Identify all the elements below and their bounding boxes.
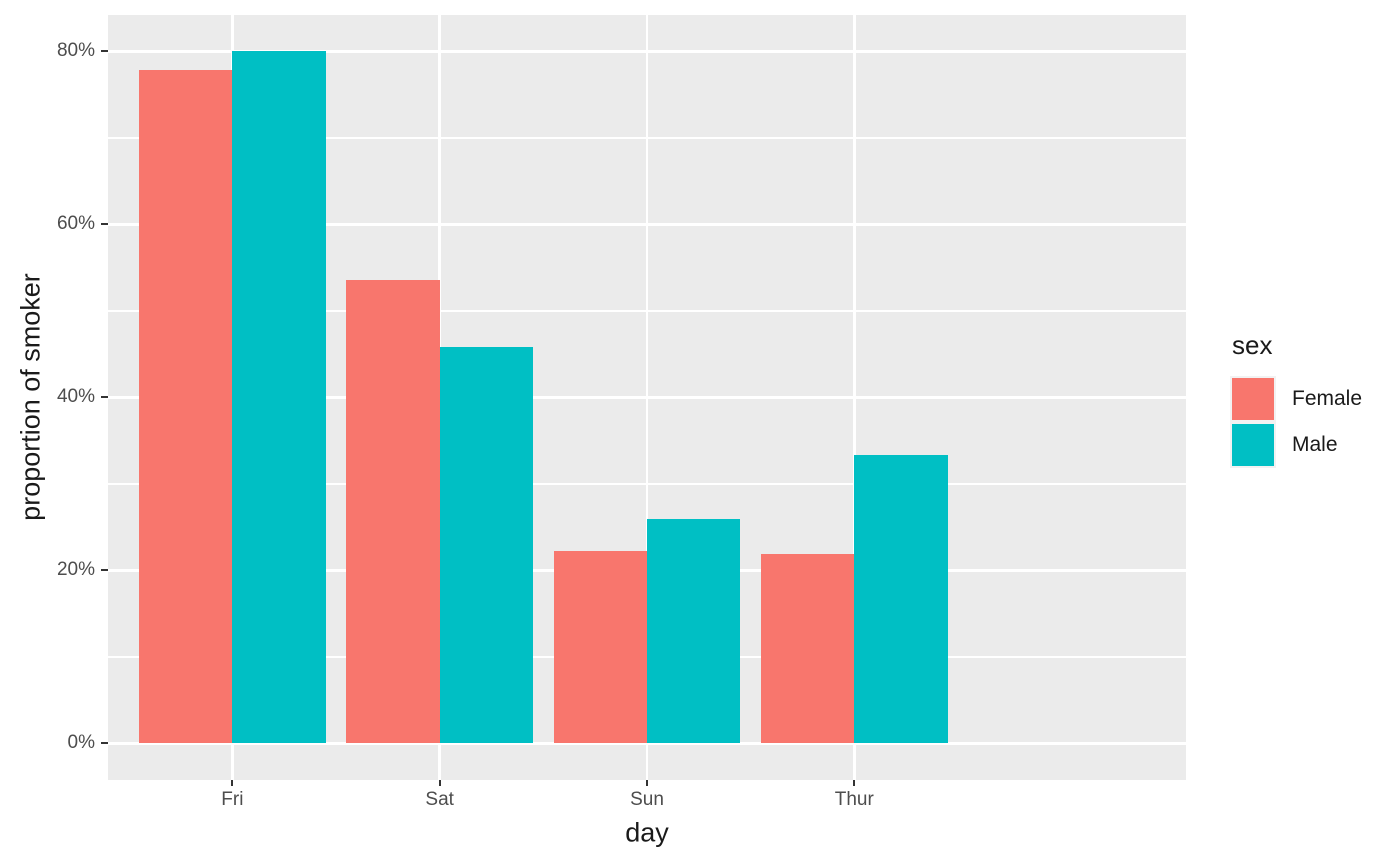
legend-swatch-male	[1232, 424, 1274, 466]
legend-entry-female: Female	[1230, 376, 1362, 422]
bar-sat-male	[439, 347, 533, 743]
x-tick-label-sun: Sun	[630, 789, 664, 810]
x-tick-label-fri: Fri	[221, 789, 244, 810]
legend-entry-male: Male	[1230, 422, 1362, 468]
y-axis-title: proportion of smoker	[15, 273, 46, 521]
y-tick-mark	[101, 569, 108, 571]
legend-title: sex	[1232, 330, 1273, 360]
bar-thur-male	[854, 454, 948, 743]
x-tick-label-thur: Thur	[834, 789, 874, 810]
x-tick-mark	[646, 780, 648, 786]
y-tick-mark	[101, 742, 108, 744]
bar-thur-female	[761, 553, 855, 743]
legend-key-male	[1230, 422, 1276, 468]
y-tick-mark	[101, 50, 108, 52]
y-tick-label: 80%	[56, 40, 95, 61]
x-tick-mark	[231, 780, 234, 786]
legend-entries: Female Male	[1230, 376, 1362, 468]
y-tick-label: 60%	[56, 213, 95, 234]
y-tick-label: 40%	[56, 386, 95, 407]
legend-swatch-female	[1232, 378, 1274, 420]
x-tick-mark	[853, 780, 856, 786]
x-tick-mark	[438, 780, 441, 786]
vertical-gridline	[853, 15, 856, 780]
bar-sun-female	[553, 550, 647, 743]
y-tick-label: 20%	[56, 559, 95, 580]
legend: sex Female Male	[1230, 330, 1362, 468]
vertical-gridline	[645, 15, 649, 780]
y-tick-mark	[101, 396, 108, 398]
legend-key-female	[1230, 376, 1276, 422]
legend-label-female: Female	[1292, 387, 1363, 410]
bar-sat-female	[346, 279, 440, 743]
y-tick-label: 0%	[67, 732, 95, 753]
bar-sun-male	[647, 519, 741, 743]
bar-fri-male	[232, 51, 326, 743]
y-tick-mark	[101, 223, 108, 225]
bar-fri-female	[139, 70, 233, 743]
legend-label-male: Male	[1292, 433, 1338, 456]
x-tick-label-sat: Sat	[425, 789, 454, 810]
x-axis-title: day	[625, 817, 669, 848]
plot-panel	[108, 15, 1186, 780]
